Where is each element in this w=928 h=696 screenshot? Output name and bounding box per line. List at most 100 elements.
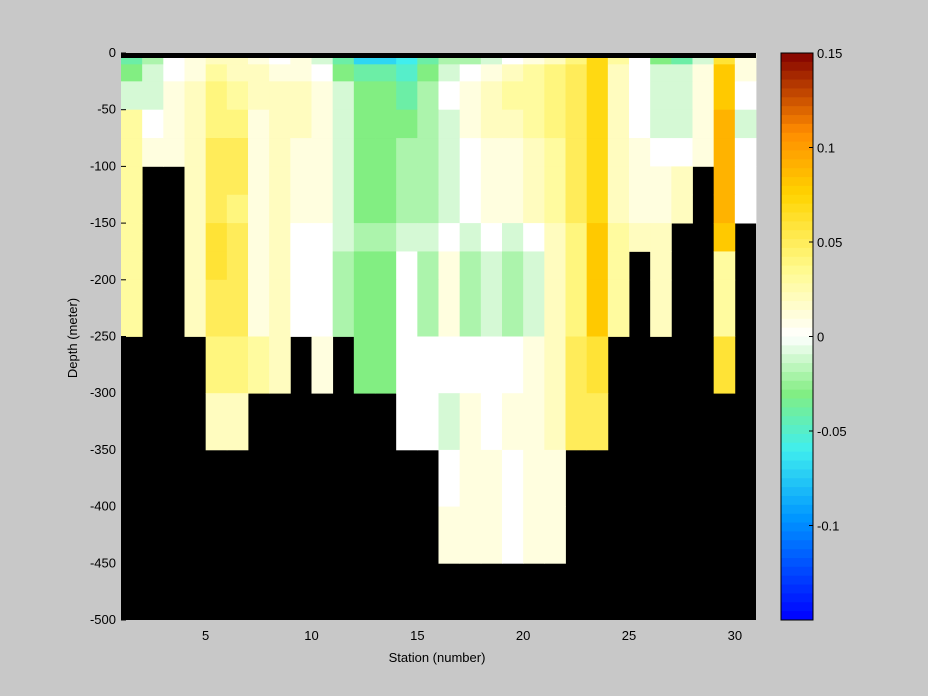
heatmap-cell — [734, 194, 757, 224]
colorbar-tick-label: 0 — [817, 330, 824, 345]
heatmap-cell — [502, 194, 524, 224]
heatmap-cell — [544, 81, 566, 111]
colorbar-segment — [781, 150, 813, 160]
heatmap-cell — [650, 194, 672, 224]
heatmap-cell — [290, 223, 312, 252]
heatmap-cell — [269, 251, 291, 281]
heatmap-cell — [290, 279, 312, 337]
colorbar-segment — [781, 354, 813, 364]
heatmap-cell — [248, 64, 270, 82]
colorbar: 0.15 0.1 0.05 0 -0.05 -0.1 — [780, 46, 847, 621]
heatmap-cell — [586, 81, 609, 111]
heatmap-cell — [502, 449, 524, 507]
heatmap-cell — [692, 64, 715, 82]
colorbar-segment — [781, 531, 813, 541]
heatmap-cell — [417, 53, 439, 65]
heatmap-cell — [565, 109, 588, 139]
heatmap-cell — [459, 194, 482, 224]
heatmap-cell — [163, 64, 185, 82]
colorbar-segment — [781, 70, 813, 81]
colorbar-segment — [781, 185, 813, 196]
heatmap-cell — [184, 109, 207, 139]
heatmap-cell — [311, 53, 334, 65]
heatmap-cell — [417, 166, 439, 196]
y-tick-label: -350 — [90, 442, 116, 457]
heatmap-cell — [121, 81, 143, 111]
colorbar-segment — [781, 345, 813, 355]
heatmap-cell — [248, 81, 270, 111]
heatmap-cell — [332, 64, 355, 82]
heatmap-cell — [396, 194, 418, 224]
heatmap-cell — [375, 138, 397, 167]
heatmap-cell — [523, 53, 545, 65]
colorbar-segment — [781, 168, 813, 178]
colorbar-segment — [781, 230, 813, 240]
heatmap-cell — [671, 53, 693, 65]
colorbar-segment — [781, 327, 813, 337]
heatmap-cell — [438, 449, 461, 507]
heatmap-cell — [311, 194, 334, 224]
heatmap-cell — [480, 138, 503, 167]
colorbar-segment — [781, 212, 813, 222]
heatmap-cell — [248, 138, 270, 167]
heatmap-cell — [671, 81, 693, 111]
heatmap-cells — [121, 53, 757, 564]
heatmap-cell — [417, 223, 439, 252]
heatmap-cell — [353, 223, 376, 252]
heatmap-cell — [205, 393, 228, 451]
heatmap-cell — [502, 166, 524, 196]
y-tick-label: -400 — [90, 499, 116, 514]
heatmap-cell — [226, 138, 249, 167]
y-tick-label: -500 — [90, 612, 116, 627]
heatmap-cell — [396, 336, 418, 394]
x-tick-label: 5 — [202, 628, 209, 643]
heatmap-cell — [353, 64, 376, 82]
heatmap-cell — [248, 251, 270, 281]
heatmap-cell — [417, 393, 439, 451]
heatmap-cell — [502, 393, 524, 451]
heatmap-cell — [248, 194, 270, 224]
heatmap-cell — [163, 81, 185, 111]
heatmap-cell — [438, 506, 461, 564]
heatmap-cell — [396, 109, 418, 139]
y-tick-label: -100 — [90, 158, 116, 173]
heatmap-cell — [523, 81, 545, 111]
colorbar-segment — [781, 177, 813, 187]
heatmap-cell — [226, 223, 249, 252]
heatmap-cell — [480, 279, 503, 337]
colorbar-segment — [781, 106, 813, 116]
heatmap-cell — [375, 64, 397, 82]
heatmap-cell — [332, 53, 355, 65]
heatmap-cell — [205, 223, 228, 252]
heatmap-cell — [290, 109, 312, 139]
heatmap-cell — [248, 336, 270, 394]
heatmap-cell — [226, 81, 249, 111]
heatmap-cell — [586, 194, 609, 224]
heatmap-cell — [459, 336, 482, 394]
heatmap-cell — [565, 194, 588, 224]
heatmap-cell — [607, 53, 630, 65]
heatmap-cell — [163, 109, 185, 139]
heatmap-cell — [480, 251, 503, 281]
heatmap-cell — [629, 81, 651, 111]
colorbar-segment — [781, 495, 813, 506]
colorbar-segment — [781, 221, 813, 231]
heatmap-cell — [438, 279, 461, 337]
colorbar-tick-label: -0.1 — [817, 519, 839, 534]
heatmap-cell — [502, 81, 524, 111]
colorbar-segment — [781, 318, 813, 329]
axes: 5 10 15 20 25 30 0 -50 -100 -150 -200 -250 -300 -350 -… — [90, 45, 742, 643]
colorbar-segment — [781, 478, 813, 488]
colorbar-segment — [781, 602, 813, 612]
heatmap-cell — [713, 138, 736, 167]
heatmap-cell — [269, 138, 291, 167]
heatmap-cell — [586, 393, 609, 451]
heatmap-cell — [565, 393, 588, 451]
heatmap-cell — [459, 81, 482, 111]
heatmap-cell — [671, 194, 693, 224]
heatmap-cell — [480, 64, 503, 82]
x-tick-label: 15 — [410, 628, 424, 643]
heatmap-cell — [607, 64, 630, 82]
heatmap-cell — [184, 53, 207, 65]
heatmap-cell — [607, 279, 630, 337]
